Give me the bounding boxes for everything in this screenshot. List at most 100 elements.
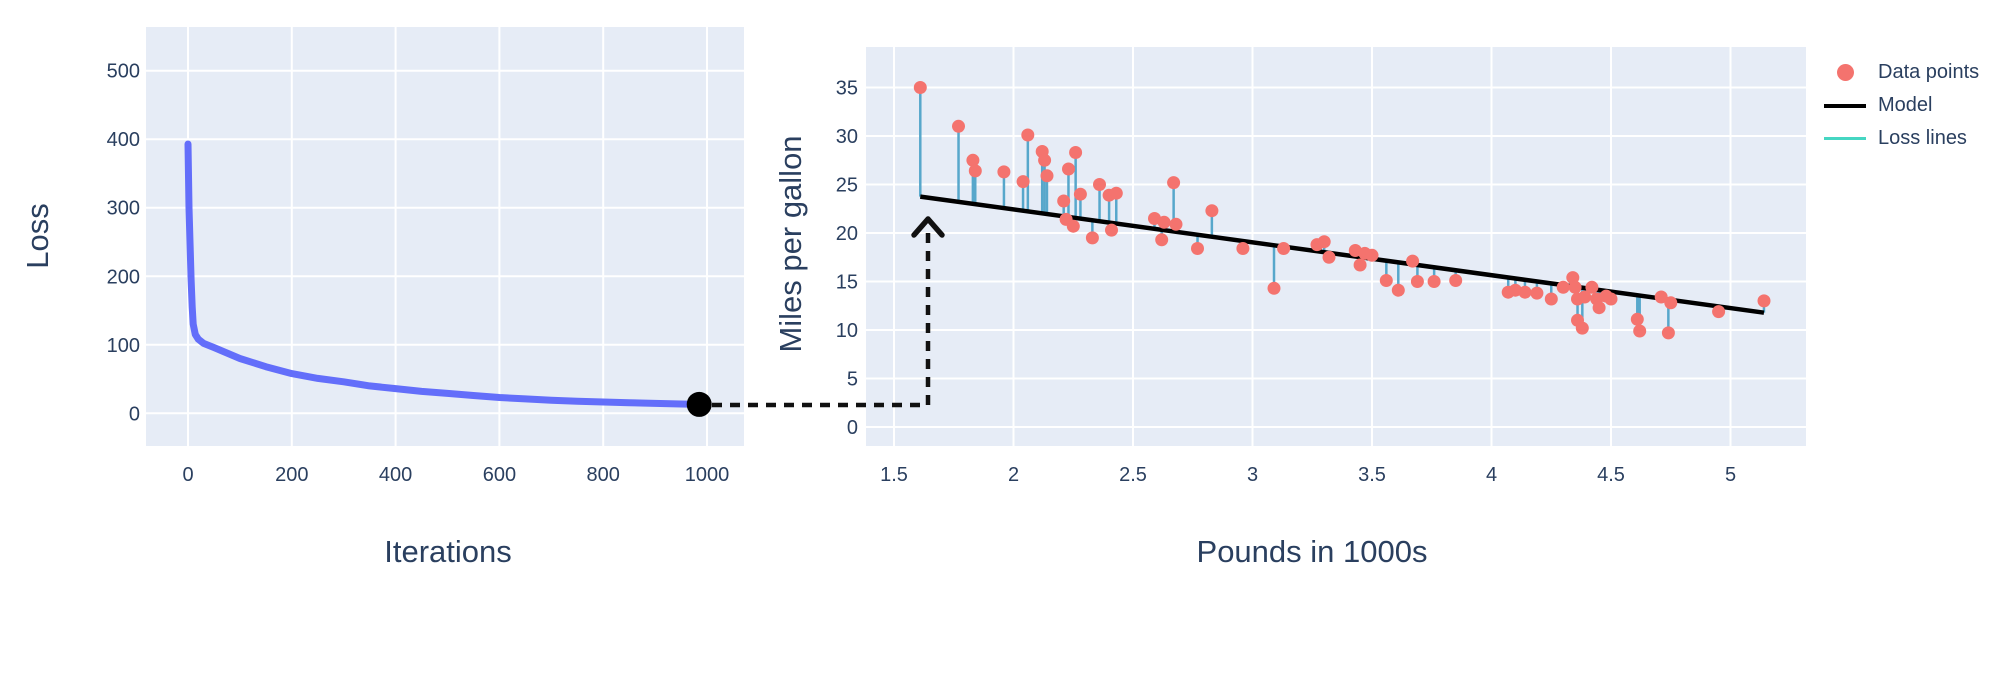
right-ytick-label: 5 (847, 369, 858, 391)
right-xtick-label: 3.5 (1358, 464, 1386, 486)
data-point (1518, 285, 1532, 299)
left-xtick-label: 600 (483, 464, 516, 486)
data-point (1449, 274, 1463, 287)
right-ytick-label: 25 (836, 175, 858, 197)
data-point (1575, 321, 1589, 335)
data-point (1757, 294, 1771, 308)
left-xtick-label: 200 (275, 464, 308, 486)
data-point (1157, 215, 1171, 229)
data-point (1167, 176, 1181, 190)
data-point (1317, 235, 1331, 249)
data-point (1578, 290, 1592, 304)
data-points[interactable] (913, 81, 1771, 340)
left-ytick-label: 100 (107, 335, 140, 357)
right-xaxis-title: Pounds in 1000s (1196, 534, 1428, 569)
final-loss-dot (686, 391, 712, 417)
data-point (913, 81, 927, 94)
data-point (1038, 153, 1052, 167)
data-point (1633, 324, 1647, 338)
data-point (1530, 286, 1544, 300)
legend-label: Data points (1878, 61, 1980, 83)
loss-curve-chart: 0 200 400 600 800 1000 0 100 200 300 400 500 (107, 27, 744, 486)
data-point (1406, 254, 1420, 268)
left-ytick-label: 400 (107, 129, 140, 151)
right-xtick-label: 2.5 (1119, 464, 1147, 486)
data-point (1365, 248, 1379, 262)
right-xtick-label: 5 (1725, 464, 1736, 486)
data-point (1277, 242, 1291, 255)
left-xtick-label: 1000 (685, 464, 730, 486)
arrowhead-icon (911, 216, 945, 238)
left-gridlines (146, 27, 744, 446)
data-point (1410, 275, 1424, 288)
right-xtick-label: 4.5 (1597, 464, 1625, 486)
data-point (1062, 162, 1075, 176)
legend-label: Model (1878, 94, 1933, 116)
right-xtick-label: 4 (1486, 464, 1497, 486)
left-ytick-label: 0 (129, 403, 140, 425)
left-xtick-label: 400 (379, 464, 412, 486)
right-plot-area (866, 47, 1806, 446)
data-point (1664, 296, 1678, 310)
data-point (1654, 290, 1668, 304)
data-point (997, 165, 1011, 179)
regression-chart: 1.5 2 2.5 3 3.5 4 4.5 5 0 5 10 15 20 25 30 35 (836, 47, 1806, 486)
left-ytick-label: 200 (107, 266, 140, 288)
data-point (1427, 275, 1441, 288)
data-point (1592, 301, 1606, 315)
data-point (1021, 128, 1035, 142)
legend-item-loss-lines[interactable]: Loss lines (1822, 122, 1979, 155)
data-point (1566, 271, 1580, 285)
data-point (1556, 280, 1570, 294)
data-point (1712, 305, 1726, 319)
data-point (1205, 204, 1219, 218)
left-xtick-label: 0 (182, 464, 193, 486)
data-point (1379, 274, 1393, 287)
data-point (1109, 186, 1123, 200)
right-tick-labels: 1.5 2 2.5 3 3.5 4 4.5 5 0 5 10 15 20 25 30 35 (836, 78, 1736, 487)
right-yaxis-title: Miles per gallon (773, 135, 808, 353)
data-point (1191, 242, 1204, 255)
data-point (1604, 292, 1618, 306)
data-point (968, 164, 982, 178)
data-point (1661, 326, 1675, 340)
model-line-icon (1822, 103, 1868, 108)
right-ytick-label: 15 (836, 272, 858, 294)
right-xtick-label: 1.5 (880, 464, 908, 486)
data-points-marker-icon (1822, 64, 1868, 81)
right-xtick-label: 3 (1247, 464, 1258, 486)
left-xtick-label: 800 (587, 464, 620, 486)
right-gridlines (866, 47, 1806, 446)
loss-line-icon (1822, 137, 1868, 140)
legend-label: Loss lines (1878, 127, 1967, 149)
data-point (1322, 250, 1336, 264)
data-point (952, 119, 965, 133)
data-point (1544, 292, 1558, 306)
data-point (1085, 231, 1099, 245)
data-point (1066, 219, 1080, 233)
data-point (1568, 280, 1582, 294)
loss-curve-line (184, 140, 703, 408)
left-ytick-label: 300 (107, 198, 140, 220)
data-point (1391, 283, 1405, 297)
legend-item-data-points[interactable]: Data points (1822, 56, 1979, 89)
left-ytick-label: 500 (107, 61, 140, 83)
data-point (1236, 242, 1250, 255)
data-point (966, 153, 980, 167)
right-ytick-label: 10 (836, 320, 858, 342)
data-point (1155, 233, 1169, 247)
legend: Data points Model Loss lines (1822, 56, 1979, 155)
data-point (1040, 169, 1054, 183)
right-ytick-label: 20 (836, 223, 858, 245)
data-point (1169, 217, 1183, 231)
right-xtick-label: 2 (1008, 464, 1019, 486)
data-point (1069, 146, 1083, 159)
legend-item-model[interactable]: Model (1822, 89, 1979, 122)
data-point (1267, 281, 1281, 295)
data-point (1105, 223, 1118, 237)
left-yaxis-title: Loss (20, 203, 55, 269)
data-point (1073, 187, 1087, 201)
data-point (1016, 175, 1030, 189)
data-point (1630, 312, 1644, 326)
